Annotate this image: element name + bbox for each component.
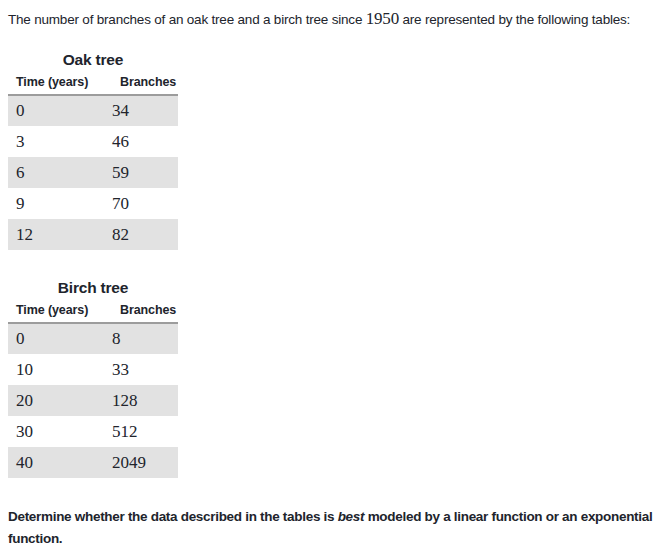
header-row: Time (years) Branches (8, 75, 178, 95)
table-cell: 2049 (112, 447, 178, 478)
table-row: 1033 (8, 354, 178, 385)
question-text: Determine whether the data described in … (8, 506, 657, 550)
oak-tree-table: Oak tree Time (years) Branches 034346659… (8, 51, 178, 250)
column-header-time: Time (years) (8, 75, 112, 95)
birch-table-body: 0810332012830512402049 (8, 323, 178, 478)
table-cell: 0 (8, 95, 112, 126)
table-row: 659 (8, 157, 178, 188)
oak-table-header: Time (years) Branches (8, 75, 178, 95)
header-row: Time (years) Branches (8, 303, 178, 323)
table-cell: 33 (112, 354, 178, 385)
table-cell: 82 (112, 219, 178, 250)
column-header-branches: Branches (112, 303, 178, 323)
table-row: 970 (8, 188, 178, 219)
intro-text-after-year: are represented by the following tables: (399, 12, 630, 27)
question-before-emphasis: Determine whether the data described in … (8, 509, 338, 524)
birch-data-table: Time (years) Branches 081033201283051240… (8, 303, 178, 478)
oak-table-body: 0343466599701282 (8, 95, 178, 250)
table-row: 402049 (8, 447, 178, 478)
table-cell: 9 (8, 188, 112, 219)
table-cell: 0 (8, 323, 112, 354)
table-title-oak: Oak tree (8, 51, 178, 68)
table-cell: 34 (112, 95, 178, 126)
table-cell: 40 (8, 447, 112, 478)
table-cell: 12 (8, 219, 112, 250)
birch-table-header: Time (years) Branches (8, 303, 178, 323)
table-row: 1282 (8, 219, 178, 250)
table-cell: 70 (112, 188, 178, 219)
table-row: 20128 (8, 385, 178, 416)
table-cell: 8 (112, 323, 178, 354)
table-row: 30512 (8, 416, 178, 447)
table-title-birch: Birch tree (8, 279, 178, 296)
oak-data-table: Time (years) Branches 0343466599701282 (8, 75, 178, 250)
table-cell: 30 (8, 416, 112, 447)
intro-text-before-year: The number of branches of an oak tree an… (8, 12, 366, 27)
table-cell: 512 (112, 416, 178, 447)
exercise-page: The number of branches of an oak tree an… (0, 0, 665, 553)
table-cell: 46 (112, 126, 178, 157)
emphasis-best: best (338, 509, 365, 524)
table-row: 08 (8, 323, 178, 354)
birch-tree-table: Birch tree Time (years) Branches 0810332… (8, 279, 178, 478)
table-cell: 128 (112, 385, 178, 416)
table-row: 346 (8, 126, 178, 157)
table-cell: 20 (8, 385, 112, 416)
column-header-branches: Branches (112, 75, 178, 95)
table-cell: 6 (8, 157, 112, 188)
table-cell: 3 (8, 126, 112, 157)
table-row: 034 (8, 95, 178, 126)
column-header-time: Time (years) (8, 303, 112, 323)
table-cell: 59 (112, 157, 178, 188)
year-value: 1950 (366, 9, 399, 28)
problem-statement: The number of branches of an oak tree an… (8, 8, 657, 30)
table-cell: 10 (8, 354, 112, 385)
